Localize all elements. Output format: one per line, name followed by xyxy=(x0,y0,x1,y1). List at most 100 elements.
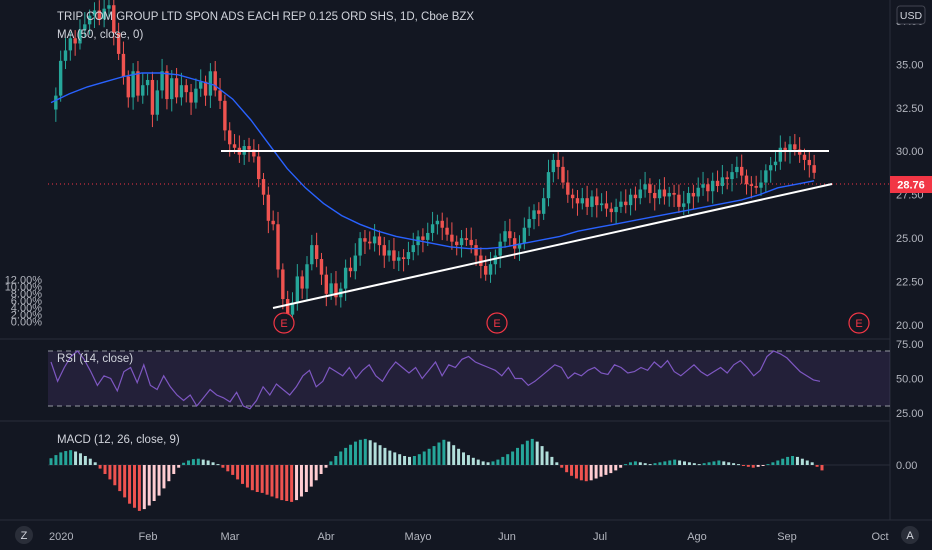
macd-bar xyxy=(447,441,451,465)
candle-body xyxy=(203,81,208,96)
candle-body xyxy=(498,241,502,256)
auto-scale-button[interactable]: A xyxy=(901,526,919,544)
candle-body xyxy=(54,95,58,110)
svg-text:USD: USD xyxy=(900,10,923,22)
time-tick-label: Feb xyxy=(139,531,158,543)
candle-body xyxy=(377,236,382,246)
candle-body xyxy=(725,177,729,180)
macd-bar xyxy=(177,465,181,468)
candle-body xyxy=(749,184,754,187)
rsi-legend[interactable]: RSI (14, close) xyxy=(57,353,133,365)
support-trendline[interactable] xyxy=(272,183,833,309)
macd-bar xyxy=(702,463,706,465)
macd-bar xyxy=(93,462,97,465)
candle-body xyxy=(488,264,493,275)
macd-bar xyxy=(648,464,652,466)
macd-tick-label: 0.00 xyxy=(896,460,917,472)
macd-bar xyxy=(201,459,205,465)
macd-bar xyxy=(496,459,500,465)
candle-body xyxy=(512,238,517,249)
candle-body xyxy=(421,236,425,240)
macd-bar xyxy=(187,460,191,465)
earnings-marker[interactable]: E xyxy=(848,312,870,334)
candle-body xyxy=(358,238,362,256)
zoom-icon[interactable]: Z xyxy=(15,526,33,544)
candle-body xyxy=(281,269,285,300)
candle-body xyxy=(735,166,739,173)
candle-body xyxy=(199,81,203,89)
macd-bar xyxy=(211,462,215,465)
macd-bar xyxy=(565,465,569,473)
macd-bar xyxy=(137,465,141,511)
macd-histogram xyxy=(49,438,824,511)
macd-bar xyxy=(574,465,578,479)
candle-body xyxy=(469,239,473,246)
candle-body xyxy=(450,234,454,242)
candle-body xyxy=(522,227,527,244)
currency-button[interactable]: USD xyxy=(896,5,926,25)
macd-bar xyxy=(550,456,554,465)
candle-body xyxy=(609,208,613,213)
candle-body xyxy=(561,166,565,183)
candle-body xyxy=(648,184,652,193)
macd-bar xyxy=(741,465,745,466)
candle-body xyxy=(83,24,87,30)
macd-bar xyxy=(540,446,544,465)
macd-bar xyxy=(437,442,441,465)
macd-bar xyxy=(147,465,151,506)
candle-body xyxy=(706,184,710,192)
candle-body xyxy=(174,78,179,98)
macd-bar xyxy=(432,446,436,465)
macd-bar xyxy=(162,465,166,489)
macd-bar xyxy=(108,465,112,480)
macd-bar xyxy=(599,465,603,477)
candle-body xyxy=(329,283,333,294)
candle-body xyxy=(570,194,575,199)
macd-bar xyxy=(520,444,524,465)
macd-bar xyxy=(363,438,367,465)
macd-bar xyxy=(299,465,303,497)
macd-bar xyxy=(236,465,240,480)
macd-bar xyxy=(388,450,392,465)
macd-bar xyxy=(142,465,146,510)
macd-bar xyxy=(609,465,613,474)
candle-body xyxy=(87,15,92,25)
percent-axis: 12.00%10.00%8.00%6.00%4.00%2.00%0.00% xyxy=(5,274,43,328)
macd-bar xyxy=(83,456,87,465)
macd-bar xyxy=(471,457,475,465)
candle-body xyxy=(696,187,700,197)
earnings-marker[interactable]: E xyxy=(486,312,508,334)
candle-body xyxy=(406,252,411,260)
macd-bar xyxy=(349,444,353,465)
candle-body xyxy=(411,245,415,253)
candle-body xyxy=(778,147,783,162)
macd-bar xyxy=(673,459,677,465)
macd-bar xyxy=(727,462,731,465)
candle-body xyxy=(353,255,357,272)
candle-body xyxy=(314,245,319,260)
candle-body xyxy=(807,159,812,166)
macd-bar xyxy=(535,441,539,465)
candle-body xyxy=(788,144,792,152)
candle-body xyxy=(595,196,599,206)
macd-bar xyxy=(737,464,741,466)
macd-bar xyxy=(280,465,284,501)
macd-bar xyxy=(462,452,466,465)
macd-legend[interactable]: MACD (12, 26, close, 9) xyxy=(57,434,180,446)
macd-bar xyxy=(59,452,63,465)
ma-legend[interactable]: MA (50, close, 0) xyxy=(57,29,143,41)
candle-body xyxy=(508,231,512,239)
candlestick-series xyxy=(54,0,816,328)
macd-bar xyxy=(167,465,171,482)
candle-body xyxy=(657,189,662,199)
macd-bar xyxy=(339,451,343,465)
candle-body xyxy=(247,146,251,150)
macd-bar xyxy=(442,439,446,465)
candle-body xyxy=(711,180,715,192)
macd-bar xyxy=(555,462,559,465)
candle-body xyxy=(97,10,101,20)
macd-bar xyxy=(624,464,628,466)
macd-bar xyxy=(118,465,122,492)
earnings-marker[interactable]: E xyxy=(273,312,295,334)
